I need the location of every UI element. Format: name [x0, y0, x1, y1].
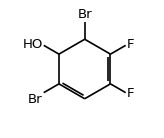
Text: F: F — [127, 38, 134, 51]
Text: F: F — [127, 87, 134, 100]
Text: Br: Br — [77, 8, 92, 21]
Text: HO: HO — [22, 38, 43, 51]
Text: Br: Br — [28, 93, 43, 106]
